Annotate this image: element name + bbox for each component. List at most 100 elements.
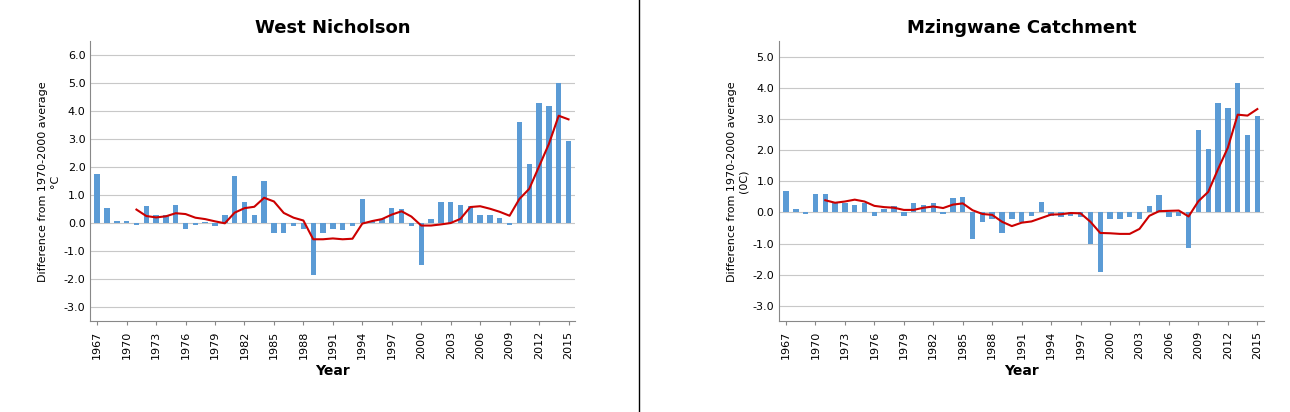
Bar (439, 202, 444, 223)
Bar (134, 223, 139, 225)
Bar (232, 176, 237, 223)
Bar (872, 213, 877, 215)
Bar (1226, 108, 1231, 213)
Bar (360, 199, 365, 223)
Bar (154, 215, 159, 223)
Bar (1235, 83, 1241, 213)
Bar (970, 213, 975, 239)
Bar (793, 209, 799, 213)
Bar (940, 213, 946, 214)
Bar (930, 203, 937, 213)
Bar (546, 105, 552, 223)
Bar (537, 103, 542, 223)
Bar (379, 219, 384, 223)
Bar (902, 213, 907, 215)
Bar (832, 203, 837, 213)
Bar (989, 213, 995, 219)
Bar (1029, 213, 1035, 215)
Bar (881, 209, 888, 213)
Bar (320, 223, 325, 233)
Bar (1107, 213, 1113, 219)
Bar (301, 223, 306, 229)
Bar (1078, 213, 1084, 217)
Bar (1058, 213, 1064, 217)
Bar (192, 223, 199, 225)
Bar (281, 223, 286, 233)
Bar (104, 208, 110, 223)
Bar (203, 222, 208, 223)
Bar (1215, 103, 1220, 213)
Bar (262, 181, 267, 223)
Bar (350, 223, 355, 226)
Bar (1245, 135, 1250, 213)
Bar (517, 122, 522, 223)
Bar (114, 220, 120, 223)
Bar (1156, 195, 1162, 213)
Bar (556, 83, 561, 223)
Bar (252, 215, 257, 223)
Bar (341, 223, 346, 230)
Bar (842, 203, 848, 213)
Bar (213, 223, 218, 226)
Bar (1009, 213, 1014, 219)
Bar (921, 205, 926, 213)
Bar (526, 164, 531, 223)
Bar (330, 223, 335, 229)
Bar (448, 202, 453, 223)
Bar (802, 213, 809, 214)
Bar (124, 220, 129, 223)
Bar (458, 205, 463, 223)
X-axis label: Year: Year (1005, 364, 1038, 378)
Bar (1196, 130, 1201, 213)
Bar (271, 223, 276, 233)
Bar (1166, 213, 1171, 217)
Bar (143, 206, 148, 223)
Bar (507, 223, 512, 225)
Bar (1147, 206, 1152, 213)
Bar (1127, 213, 1133, 217)
Bar (399, 209, 404, 223)
Bar (823, 194, 828, 213)
Bar (467, 206, 473, 223)
Bar (1019, 213, 1024, 222)
Bar (1176, 213, 1182, 215)
Bar (183, 223, 188, 229)
Bar (1117, 213, 1122, 219)
Bar (1000, 213, 1005, 233)
Bar (369, 220, 375, 223)
Bar (1255, 116, 1260, 213)
Y-axis label: Difference from 1970-2000 average
(0C): Difference from 1970-2000 average (0C) (726, 81, 748, 281)
Bar (1068, 213, 1073, 215)
Bar (488, 215, 493, 223)
Bar (173, 205, 178, 223)
Bar (1049, 213, 1054, 215)
Bar (1206, 149, 1211, 213)
Bar (911, 203, 916, 213)
Title: Mzingwane Catchment: Mzingwane Catchment (907, 19, 1136, 37)
Bar (477, 215, 482, 223)
Bar (409, 223, 414, 226)
Y-axis label: Difference from 1970-2000 average
°C: Difference from 1970-2000 average °C (37, 81, 59, 281)
Bar (951, 199, 956, 213)
Bar (1186, 213, 1191, 248)
Bar (497, 218, 503, 223)
Bar (979, 213, 986, 222)
Bar (418, 223, 424, 265)
Bar (1087, 213, 1093, 243)
Bar (290, 223, 297, 226)
Bar (783, 191, 788, 213)
Bar (428, 219, 433, 223)
Bar (164, 215, 169, 223)
Bar (566, 140, 571, 223)
Bar (1136, 213, 1142, 219)
Bar (891, 206, 897, 213)
Bar (241, 202, 248, 223)
Bar (813, 194, 818, 213)
Bar (862, 203, 867, 213)
Bar (311, 223, 316, 275)
Bar (960, 197, 965, 213)
Bar (851, 205, 858, 213)
Bar (222, 215, 227, 223)
Bar (1038, 201, 1044, 213)
Title: West Nicholson: West Nicholson (255, 19, 410, 37)
